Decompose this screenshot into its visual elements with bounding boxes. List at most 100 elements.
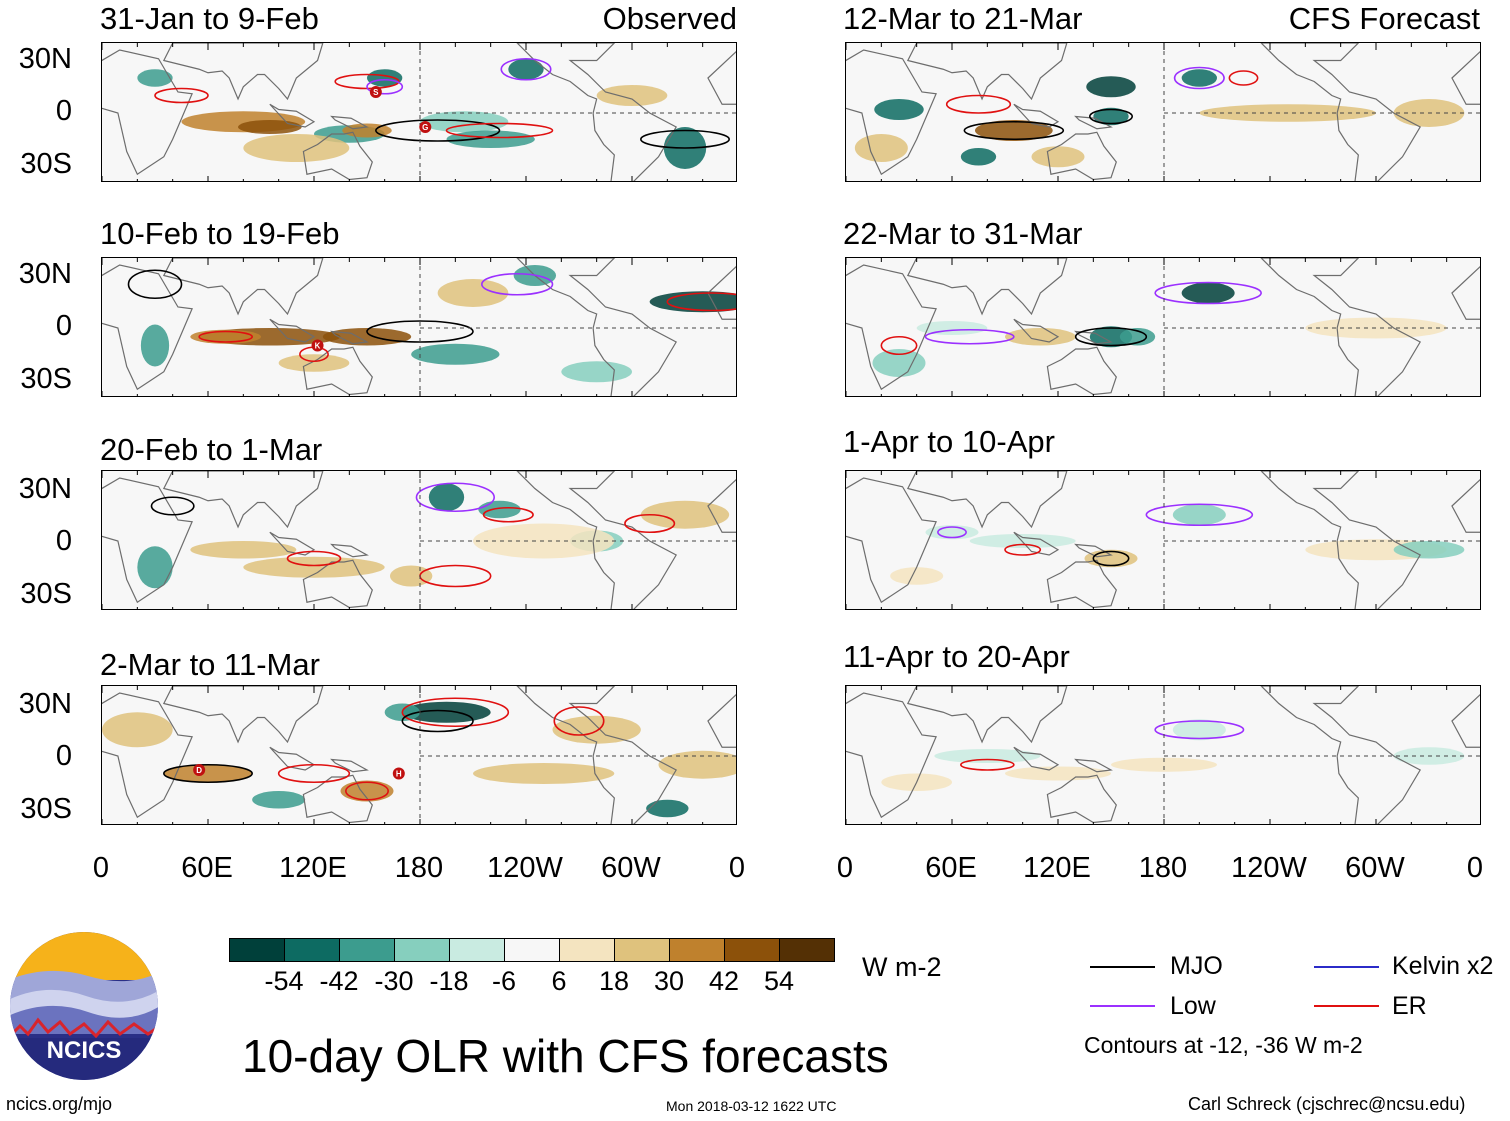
olr-anomaly-blob [916,321,988,335]
wave-filter-contour [277,763,351,784]
coastline [162,471,324,529]
colorbar-swatch [669,938,725,962]
colorbar-tick-label: 30 [653,966,685,996]
legend-label-kelvin: Kelvin x2 [1392,952,1494,980]
coastline [906,258,1068,316]
olr-anomaly-blob [1005,766,1111,781]
lat-label-30s: 30S [20,578,72,610]
coastline [102,477,193,604]
observed-panel-1-title: 31-Jan to 9-Feb [100,1,319,36]
wave-filter-contour [1092,550,1130,567]
ncics-link[interactable]: ncics.org/mjo [6,1094,113,1114]
wave-filter-contour [482,506,534,523]
wave-filter-contour [963,120,1065,141]
lon-label: 0 [728,852,746,884]
coastline [1451,266,1480,320]
wave-filter-contour [624,513,676,534]
observed-panel-2-title: 10-Feb to 19-Feb [100,216,340,251]
coastline [1260,471,1422,609]
olr-map-forecast-4 [845,685,1481,825]
olr-anomaly-blob [1089,326,1133,348]
olr-anomaly-blob [552,715,641,744]
coastline [1260,258,1422,396]
lon-label: 60W [1345,852,1405,884]
storm-marker-label: K [315,342,321,351]
olr-anomaly-blob [102,712,173,748]
forecast-panel-3-title: 1-Apr to 10-Apr [843,424,1055,459]
coastline [302,131,373,181]
colorbar-tick-label: 18 [598,966,630,996]
colorbar-swatch [284,938,340,962]
coastline [1013,103,1060,128]
storm-marker-label: H [396,770,402,779]
storm-marker: H [392,767,405,780]
lat-label-30n: 30N [18,258,72,290]
olr-anomaly-blob [508,58,544,80]
coastline [516,258,678,396]
coastline [1046,346,1117,396]
olr-anomaly-blob [1111,757,1217,772]
legend-swatch-mjo [1090,966,1155,968]
coastline [846,49,937,176]
olr-anomaly-blob [238,120,302,134]
olr-anomaly-blob [437,279,509,307]
wave-filter-contour [1154,281,1262,305]
legend-label-low: Low [1170,992,1216,1020]
colorbar-swatch [339,938,395,962]
lat-label-eq: 0 [55,740,72,772]
coastline [330,115,369,130]
lat-label-eq: 0 [55,95,72,127]
storm-marker: S [369,86,382,98]
olr-anomaly-blob [960,148,997,166]
coastline [1260,686,1422,824]
coastline [1074,758,1113,773]
coastline [906,686,1068,744]
olr-anomaly-blob [411,343,500,365]
coastline [330,330,369,345]
lon-label: 0 [92,852,110,884]
observed-panel-4-title: 2-Mar to 11-Mar [100,647,320,682]
lat-label-30n: 30N [18,43,72,75]
wave-filter-contour [1173,66,1225,90]
colorbar-units: W m-2 [862,952,942,982]
olr-anomaly-field [846,686,1480,824]
olr-anomaly-blob [1086,76,1136,98]
olr-anomaly-blob [890,567,944,585]
colorbar-tick-label: -6 [491,966,516,996]
coastline [516,686,678,824]
wave-filter-contour [150,496,195,516]
coastline [906,43,1068,101]
storm-marker-label: S [373,88,379,97]
coastline [1013,531,1060,556]
lat-label-30n: 30N [18,688,72,720]
wave-filter-contour [1089,108,1134,125]
olr-anomaly-blob [874,99,924,120]
wave-filter-contour [415,482,496,513]
map-background [846,43,1480,181]
colorbar-swatch [614,938,670,962]
olr-anomaly-blob [243,556,385,578]
olr-anomaly-blob [1172,504,1226,526]
colorbar-swatch [559,938,615,962]
lat-label-30n: 30N [18,473,72,505]
wave-filter-contour [445,122,554,139]
timestamp: Mon 2018-03-12 1622 UTC [666,1098,837,1114]
legend-label-er: ER [1392,992,1427,1020]
wave-filter-contour [481,272,554,296]
map-background [102,258,736,396]
olr-anomaly-blob [163,764,253,783]
legend-label-mjo: MJO [1170,952,1223,980]
lon-label: 0 [836,852,854,884]
coastline [102,692,193,819]
wave-filter-contour [366,78,404,95]
olr-anomaly-blob [561,361,632,383]
coastline [330,543,369,558]
olr-anomaly-blob [473,763,615,784]
olr-anomaly-blob [1084,549,1138,568]
ncics-logo[interactable]: NCICS [8,930,160,1082]
main-title: 10-day OLR with CFS forecasts [242,1030,889,1082]
wave-filter-contour [401,697,510,728]
coastline [1074,330,1113,345]
coastline [1046,774,1117,824]
